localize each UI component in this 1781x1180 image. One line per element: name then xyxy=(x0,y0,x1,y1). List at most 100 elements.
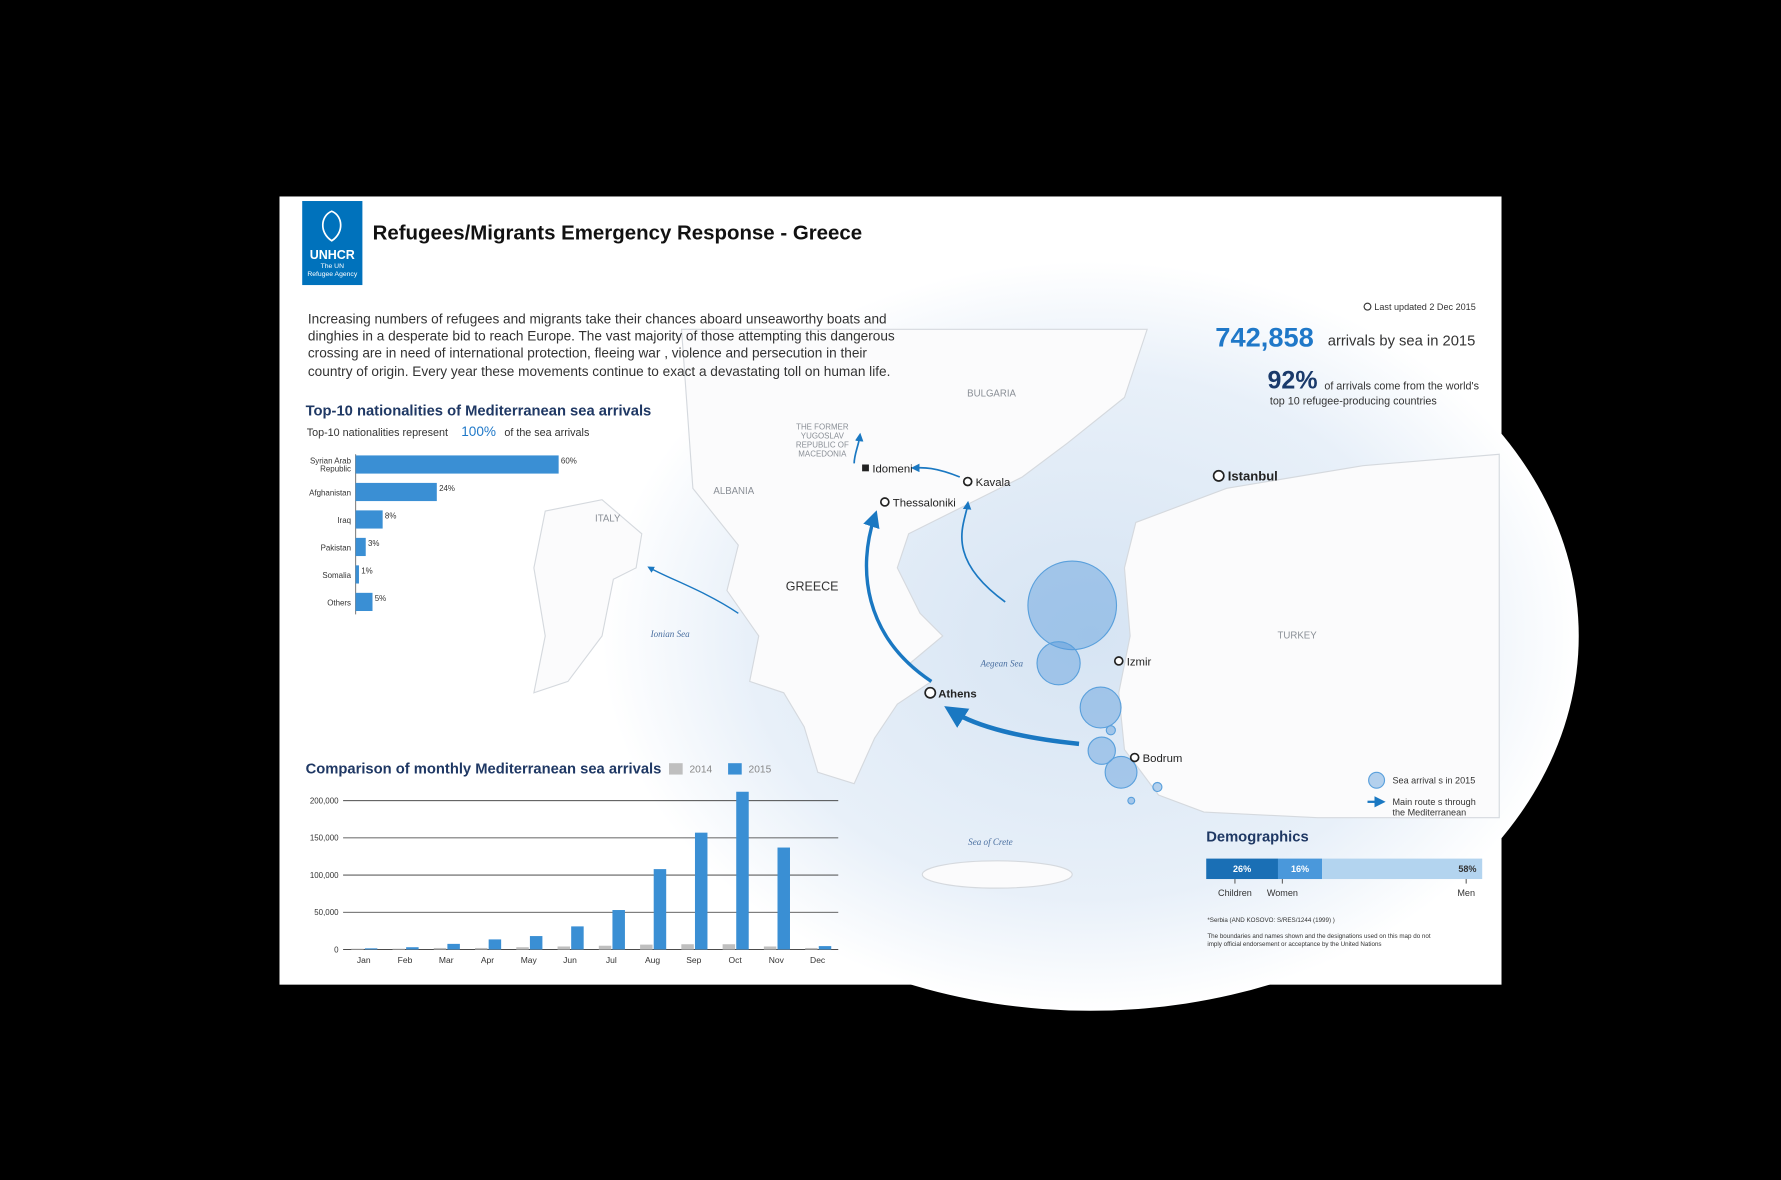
bar xyxy=(355,482,437,502)
bar xyxy=(598,945,612,950)
bar-segment xyxy=(1277,858,1323,880)
bar xyxy=(529,936,543,950)
label-line: Republic xyxy=(320,464,351,473)
country-label: YUGOSLAV xyxy=(801,431,845,440)
legend-swatch xyxy=(669,763,683,775)
land-balkans xyxy=(680,328,1148,785)
country-label: REPUBLIC OF xyxy=(796,440,849,449)
bar xyxy=(722,944,736,950)
bar xyxy=(364,948,378,950)
label-line: Syrian Arab xyxy=(310,456,352,465)
land-turkey xyxy=(1118,453,1500,819)
country-label: BULGARIA xyxy=(967,388,1016,399)
bar xyxy=(351,948,364,950)
category-label: Afghanistan xyxy=(309,488,351,497)
value-label: 60% xyxy=(561,456,577,465)
legend-label: 2015 xyxy=(749,764,772,775)
route xyxy=(961,500,1006,603)
arrival-circle xyxy=(1104,755,1138,789)
arrival-circle xyxy=(1087,736,1116,765)
route xyxy=(910,463,961,478)
logo-text: The UN xyxy=(321,263,345,270)
place-label: Athens xyxy=(938,688,976,700)
value-label: 26% xyxy=(1233,864,1251,874)
place-marker xyxy=(1129,752,1140,763)
place-label: Izmir xyxy=(1127,657,1152,669)
footnote: The boundaries and names shown and the d… xyxy=(1207,933,1430,940)
country-label: THE FORMER xyxy=(796,422,849,431)
country-label: MACEDONIA xyxy=(798,450,847,459)
value-label: 5% xyxy=(375,594,386,603)
arrival-circle xyxy=(1079,686,1122,729)
bar xyxy=(763,946,777,950)
footnote: *Serbia (AND KOSOVO: S/RES/1244 (1999) ) xyxy=(1207,917,1335,924)
map: BULGARIA ALBANIA ITALY GREECE TURKEY THE… xyxy=(533,261,1579,1011)
bar xyxy=(571,926,584,950)
sea-label: Sea of Crete xyxy=(968,837,1013,847)
bar xyxy=(355,455,559,474)
chart-title: Demographics xyxy=(1206,830,1308,846)
x-tick-label: Feb xyxy=(398,955,413,965)
bar xyxy=(681,944,694,950)
bar xyxy=(406,947,419,950)
logo-text: Refugee Agency xyxy=(307,271,357,278)
chart-subtitle: of the sea arrivals xyxy=(504,427,589,439)
x-tick-label: Jan xyxy=(357,955,371,965)
arrival-circle xyxy=(1152,781,1163,793)
bar xyxy=(694,832,708,950)
category-label: Syrian Arab Republic xyxy=(310,456,352,473)
category-label: Others xyxy=(327,598,351,607)
bar xyxy=(653,869,667,950)
legend-label: 2014 xyxy=(689,764,712,775)
x-tick-label: Nov xyxy=(769,955,785,965)
bar xyxy=(516,947,529,950)
category-label: Pakistan xyxy=(321,543,351,552)
chart-subtitle: 100% xyxy=(461,424,496,439)
stat-value: 742,858 xyxy=(1215,321,1314,352)
category-label: Iraq xyxy=(337,516,351,525)
bar xyxy=(433,947,447,950)
x-tick-label: Jul xyxy=(606,955,617,965)
value-label: 58% xyxy=(1458,864,1476,874)
x-tick-label: Oct xyxy=(728,955,742,965)
bar xyxy=(355,565,359,584)
arrival-circle xyxy=(1127,796,1136,805)
logo-text: UNHCR xyxy=(310,248,355,262)
place-label: Istanbul xyxy=(1228,468,1278,483)
bar xyxy=(612,910,625,950)
legend-label: Main route s through xyxy=(1392,797,1475,807)
x-tick-label: Jun xyxy=(563,955,577,965)
place-label: Bodrum xyxy=(1143,753,1183,765)
x-tick-label: Sep xyxy=(686,955,701,965)
bar xyxy=(818,946,832,950)
bar xyxy=(805,947,818,950)
chart-title: Comparison of monthly Mediterranean sea … xyxy=(306,761,662,777)
bar-segment xyxy=(1206,858,1278,880)
legend-label: Sea arrival s in 2015 xyxy=(1392,776,1475,786)
value-label: 24% xyxy=(439,484,455,493)
y-tick-label: 200,000 xyxy=(310,797,339,806)
place-label: Thessaloniki xyxy=(893,498,956,510)
route xyxy=(647,566,739,614)
segment-label: Women xyxy=(1267,888,1298,898)
x-tick-label: Mar xyxy=(439,955,454,965)
legend-circle xyxy=(1368,771,1386,789)
country-label: TURKEY xyxy=(1278,630,1318,641)
x-tick-label: May xyxy=(521,955,538,965)
value-label: 3% xyxy=(368,539,379,548)
route xyxy=(863,510,933,683)
x-tick-label: Dec xyxy=(810,955,826,965)
logo xyxy=(302,201,363,286)
country-label: ALBANIA xyxy=(713,486,754,497)
x-tick-label: Apr xyxy=(481,955,494,965)
value-label: 16% xyxy=(1291,864,1309,874)
route xyxy=(944,706,1080,747)
bar xyxy=(447,943,460,950)
country-label: GREECE xyxy=(786,580,839,594)
sea-label: Aegean Sea xyxy=(979,659,1023,669)
bar xyxy=(640,944,653,950)
intro-line: country of origin. Every year these move… xyxy=(308,364,891,379)
y-tick-label: 150,000 xyxy=(310,834,339,843)
